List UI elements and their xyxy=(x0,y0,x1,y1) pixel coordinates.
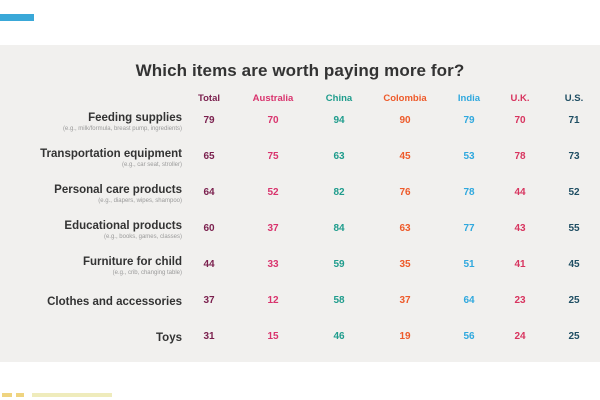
table-cell: 46 xyxy=(333,331,345,342)
column-header: Colombia xyxy=(383,93,427,104)
top-accent-bar xyxy=(0,14,34,21)
table-cell: 15 xyxy=(267,331,279,342)
column-header: U.K. xyxy=(510,93,530,104)
table-cell: 41 xyxy=(514,259,526,270)
table-cell: 53 xyxy=(463,151,475,162)
bottom-decoration xyxy=(2,393,112,397)
table-cell: 33 xyxy=(267,259,279,270)
table-cell: 76 xyxy=(399,187,411,198)
row-label: Feeding supplies (e.g., milk/formula, bre… xyxy=(63,112,182,133)
row-label: Furniture for child (e.g., crib, changing… xyxy=(83,256,182,277)
table-cell: 63 xyxy=(399,223,411,234)
table-cell: 90 xyxy=(399,115,411,126)
row-label: Educational products (e.g., books, games,… xyxy=(64,220,182,241)
table-cell: 79 xyxy=(203,115,215,126)
row-label: Toys xyxy=(156,332,182,345)
row-label-sub: (e.g., books, games, classes) xyxy=(103,234,182,240)
row-label-main: Personal care products xyxy=(54,184,182,196)
column-header: China xyxy=(325,93,353,104)
table-cell: 25 xyxy=(568,295,580,306)
table-cell: 58 xyxy=(333,295,345,306)
row-label-main: Feeding supplies xyxy=(88,112,182,124)
table-cell: 44 xyxy=(514,187,526,198)
table-cell: 64 xyxy=(463,295,475,306)
table-cell: 94 xyxy=(333,115,345,126)
table-cell: 64 xyxy=(203,187,215,198)
table-cell: 82 xyxy=(333,187,345,198)
row-label-main: Toys xyxy=(156,332,182,344)
row-label-main: Furniture for child xyxy=(82,256,182,268)
table-cell: 45 xyxy=(568,259,580,270)
table-cell: 71 xyxy=(568,115,580,126)
table-cell: 37 xyxy=(399,295,411,306)
table-cell: 56 xyxy=(463,331,475,342)
table-cell: 25 xyxy=(568,331,580,342)
table-cell: 77 xyxy=(463,223,475,234)
table-cell: 43 xyxy=(514,223,526,234)
table-cell: 45 xyxy=(399,151,411,162)
column-header: Australia xyxy=(252,93,294,104)
table-cell: 78 xyxy=(463,187,475,198)
chart-title: Which items are worth paying more for? xyxy=(135,61,465,80)
table-cell: 75 xyxy=(267,151,279,162)
row-label-main: Educational products xyxy=(64,220,182,232)
row-label: Personal care products (e.g., diapers, wi… xyxy=(54,184,182,205)
table-cell: 78 xyxy=(514,151,526,162)
table-cell: 63 xyxy=(333,151,345,162)
table-cell: 23 xyxy=(514,295,526,306)
table-cell: 55 xyxy=(568,223,580,234)
row-label: Clothes and accessories xyxy=(47,296,182,309)
table-cell: 19 xyxy=(399,331,411,342)
row-label-main: Clothes and accessories xyxy=(47,296,182,308)
column-header: Total xyxy=(198,93,220,104)
table-cell: 52 xyxy=(568,187,580,198)
row-label-sub: (e.g., car seat, stroller) xyxy=(121,162,182,168)
table-cell: 37 xyxy=(203,295,215,306)
table-cell: 70 xyxy=(267,115,279,126)
table-cell: 52 xyxy=(267,187,279,198)
table-cell: 35 xyxy=(399,259,411,270)
table-cell: 12 xyxy=(267,295,279,306)
table-cell: 59 xyxy=(333,259,345,270)
row-label: Transportation equipment (e.g., car seat,… xyxy=(40,148,182,169)
table-cell: 79 xyxy=(463,115,475,126)
table-cell: 65 xyxy=(203,151,215,162)
row-label-sub: (e.g., crib, changing table) xyxy=(112,270,182,276)
table-cell: 70 xyxy=(514,115,526,126)
column-header: India xyxy=(457,93,481,104)
table-cell: 31 xyxy=(203,331,215,342)
chart-panel xyxy=(0,45,600,362)
row-label-sub: (e.g., diapers, wipes, shampoo) xyxy=(98,198,182,204)
table-cell: 24 xyxy=(514,331,526,342)
table-cell: 73 xyxy=(568,151,580,162)
table-cell: 84 xyxy=(333,223,345,234)
table-cell: 44 xyxy=(203,259,215,270)
row-label-sub: (e.g., milk/formula, breast pump, ingred… xyxy=(62,126,182,132)
table-cell: 51 xyxy=(463,259,475,270)
table-cell: 37 xyxy=(267,223,279,234)
table-cell: 60 xyxy=(203,223,215,234)
column-header: U.S. xyxy=(564,93,584,104)
row-label-main: Transportation equipment xyxy=(40,148,182,160)
